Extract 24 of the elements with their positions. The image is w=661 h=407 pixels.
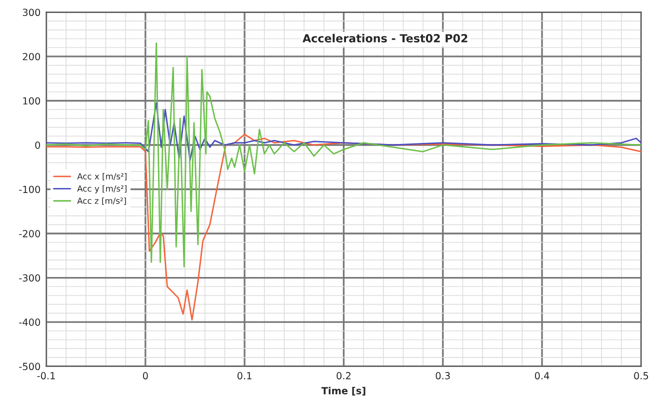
y-tick-label: -300	[19, 274, 40, 282]
y-tick-label: -200	[19, 230, 40, 238]
y-tick-label: 300	[22, 8, 40, 16]
x-tick-label: 0.5	[634, 372, 648, 380]
legend-label: Acc z [m/s²]	[77, 197, 126, 205]
x-tick-label: 0.2	[336, 372, 350, 380]
line-series	[46, 134, 642, 321]
x-tick-label: -0.1	[37, 372, 55, 380]
legend-label: Acc x [m/s²]	[77, 172, 126, 180]
x-axis-title: Time [s]	[321, 386, 366, 396]
y-tick-label: -400	[19, 318, 40, 326]
x-tick-label: 0.1	[237, 372, 252, 380]
x-tick-label: 0.4	[534, 372, 550, 380]
line-series	[46, 42, 642, 268]
y-tick-label: -100	[19, 186, 40, 194]
text: Accelerations - Test02 P02	[302, 34, 468, 42]
y-tick-label: 200	[22, 52, 40, 60]
y-tick-label: 0	[35, 141, 40, 149]
x-tick-label: 0.3	[436, 372, 450, 380]
y-tick-label: -500	[19, 362, 40, 370]
legend-label: Acc y [m/s²]	[77, 185, 126, 194]
line-series	[46, 102, 642, 162]
x-tick-label: 0	[142, 372, 148, 380]
y-tick-label: 100	[23, 97, 40, 105]
